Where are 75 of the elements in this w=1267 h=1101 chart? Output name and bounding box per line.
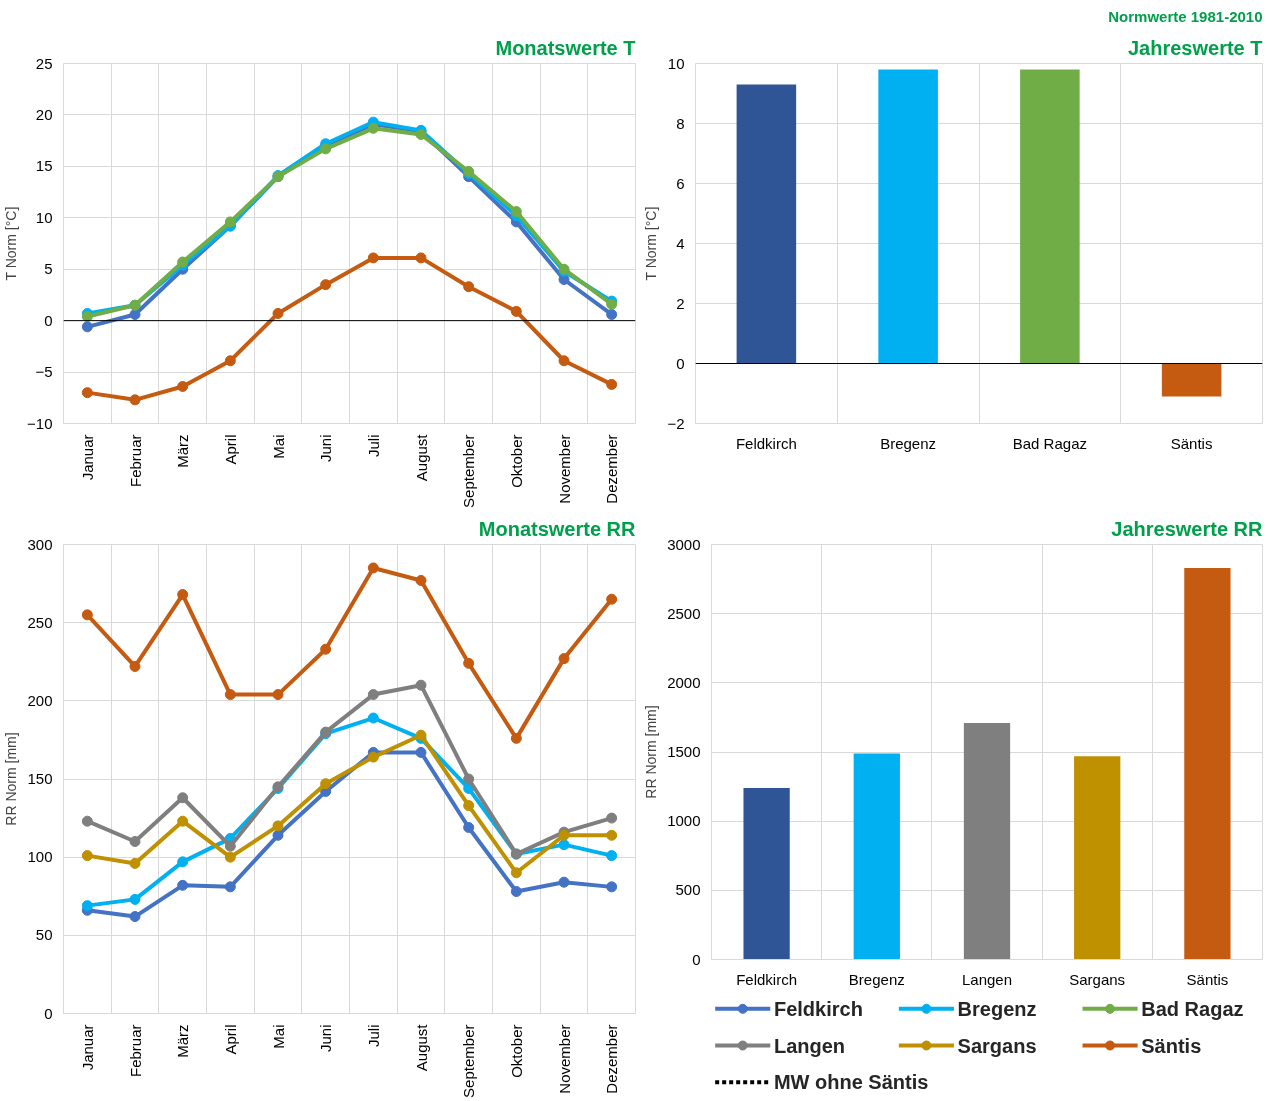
chart-title: Monatswerte T — [495, 36, 636, 59]
x-tick-label: Januar — [78, 1024, 96, 1071]
y-tick-label: 250 — [27, 613, 53, 631]
x-tick-label: November — [555, 1024, 573, 1094]
y-tick-label: 2000 — [667, 673, 701, 691]
text: Normwerte 1981-2010 — [1108, 7, 1263, 25]
x-tick-label: Bregenz — [880, 434, 937, 452]
x-tick-label: Säntis — [1186, 970, 1229, 988]
y-tick-label: −5 — [35, 363, 53, 381]
x-tick-label: Mai — [269, 434, 287, 459]
y-tick-label: 15 — [35, 157, 53, 175]
x-tick-label: Feldkirch — [735, 434, 797, 452]
legend-label: MW ohne Säntis — [773, 1071, 929, 1094]
y-tick-label: 300 — [27, 535, 53, 553]
y-tick-label: 10 — [35, 208, 53, 226]
y-tick-label: 5 — [44, 260, 53, 278]
x-tick-label: Bregenz — [848, 970, 905, 988]
y-tick-label: −10 — [27, 414, 53, 432]
x-tick-label: Juli — [364, 1024, 382, 1048]
y-tick-label: 1500 — [667, 743, 701, 760]
y-axis-title: T Norm [°C] — [643, 206, 660, 281]
y-tick-label: 100 — [27, 848, 53, 866]
y-tick-label: 500 — [675, 881, 701, 899]
y-tick-label: 0 — [44, 311, 53, 329]
x-tick-label: Dezember — [603, 1024, 621, 1094]
x-tick-label: März — [174, 1024, 192, 1058]
y-tick-label: 150 — [27, 770, 53, 787]
x-tick-label: Bad Ragaz — [1012, 434, 1087, 452]
chart-title: Jahreswerte T — [1127, 36, 1263, 59]
x-tick-label: August — [412, 433, 430, 482]
x-tick-label: Mai — [269, 1024, 287, 1049]
y-tick-label: 2500 — [667, 604, 701, 622]
y-tick-label: 0 — [692, 950, 701, 968]
x-tick-label: Februar — [126, 1024, 144, 1078]
y-tick-label: 25 — [35, 54, 53, 72]
x-tick-label: Langen — [961, 970, 1013, 988]
y-tick-label: 50 — [35, 926, 53, 944]
chart-title: Monatswerte RR — [478, 517, 637, 540]
x-tick-label: April — [221, 1024, 239, 1055]
x-tick-label: April — [221, 434, 239, 465]
x-tick-label: Juni — [317, 434, 335, 463]
x-tick-label: Säntis — [1170, 434, 1213, 452]
y-tick-label: 20 — [35, 105, 53, 123]
x-tick-label: Januar — [78, 434, 96, 481]
y-axis-title: RR Norm [mm] — [643, 705, 660, 799]
x-tick-label: März — [174, 434, 192, 468]
x-tick-label: Juni — [317, 1024, 335, 1053]
x-tick-label: Februar — [126, 434, 144, 488]
chart-title: Jahreswerte RR — [1111, 517, 1264, 540]
y-tick-label: 1000 — [667, 812, 701, 830]
x-tick-label: Oktober — [507, 1024, 525, 1078]
y-tick-label: 2 — [676, 294, 685, 312]
x-tick-label: Dezember — [603, 434, 621, 504]
legend-label: Bad Ragaz — [1141, 997, 1244, 1020]
x-tick-label: November — [555, 434, 573, 504]
x-tick-label: September — [460, 434, 478, 508]
y-tick-label: 6 — [676, 174, 685, 192]
y-tick-label: 4 — [676, 234, 685, 252]
x-tick-label: Oktober — [507, 434, 525, 488]
legend-label: Bregenz — [957, 997, 1037, 1020]
y-tick-label: 0 — [676, 354, 685, 372]
y-axis-title: T Norm [°C] — [3, 206, 20, 281]
x-tick-label: Sargans — [1069, 970, 1126, 988]
y-axis-title: RR Norm [mm] — [3, 732, 20, 826]
y-tick-label: 10 — [667, 54, 685, 72]
x-tick-label: Juli — [364, 434, 382, 458]
legend-label: Feldkirch — [773, 997, 863, 1020]
y-tick-label: −2 — [667, 414, 685, 432]
x-tick-label: Feldkirch — [736, 970, 798, 988]
y-tick-label: 200 — [27, 691, 53, 709]
y-tick-label: 0 — [44, 1004, 53, 1022]
y-tick-label: 8 — [676, 114, 685, 132]
x-tick-label: August — [412, 1023, 430, 1072]
y-tick-label: 3000 — [667, 535, 701, 553]
x-tick-label: September — [460, 1024, 478, 1098]
